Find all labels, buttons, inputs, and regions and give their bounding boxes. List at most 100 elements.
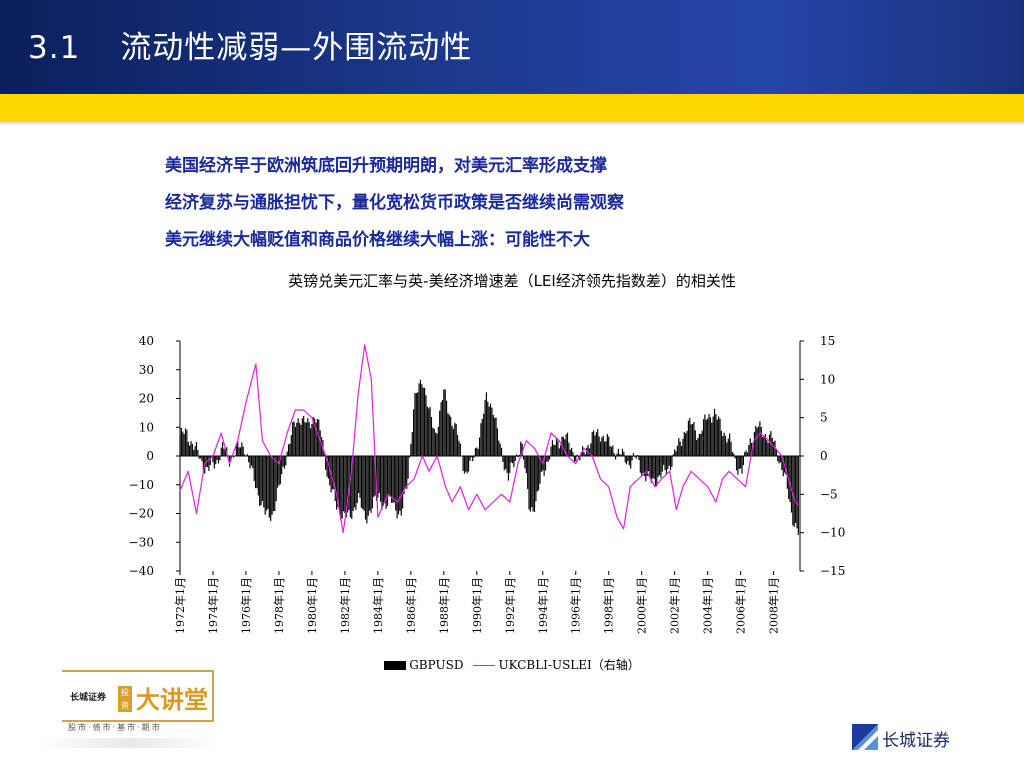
gbpusd-bar	[483, 413, 485, 456]
gbpusd-bar	[566, 432, 569, 456]
gbpusd-bar	[264, 456, 266, 515]
gbpusd-bar	[363, 456, 365, 511]
gbpusd-bar	[381, 456, 383, 510]
gbpusd-bar	[429, 407, 431, 456]
gbpusd-bar	[693, 422, 695, 456]
gbpusd-bar	[718, 416, 720, 456]
gbpusd-bar	[657, 456, 659, 477]
gbpusd-bar	[445, 400, 448, 456]
gbpusd-bar	[500, 447, 503, 456]
gbpusd-bar	[715, 414, 717, 456]
gbpusd-bar	[311, 424, 313, 456]
gbpusd-bar	[631, 456, 633, 461]
gbpusd-bar	[522, 456, 525, 460]
gbpusd-bar	[209, 456, 211, 466]
gbpusd-bar	[285, 456, 287, 466]
gbpusd-bar	[572, 452, 574, 456]
gbpusd-bar	[395, 456, 397, 511]
gbpusd-bar	[439, 410, 441, 456]
gbpusd-bar	[630, 456, 632, 469]
gbpusd-bar	[195, 441, 198, 456]
gbpusd-bar	[680, 445, 683, 456]
gbpusd-bar	[316, 419, 318, 456]
gbpusd-bar	[498, 440, 500, 456]
gbpusd-bar	[646, 456, 648, 477]
gbpusd-bar	[781, 456, 783, 470]
gbpusd-bar	[222, 442, 224, 456]
gbpusd-bar	[406, 456, 408, 489]
gbpusd-bar	[597, 429, 599, 456]
gbpusd-bar	[345, 456, 347, 518]
gbpusd-bar	[184, 428, 187, 456]
gbpusd-bar	[568, 442, 570, 456]
gbpusd-bar	[393, 456, 395, 503]
gbpusd-bar	[606, 434, 608, 456]
gbpusd-bar	[503, 456, 505, 471]
gbpusd-bar	[652, 456, 654, 479]
gbpusd-bar	[547, 456, 549, 462]
gbpusd-bar	[795, 456, 797, 523]
gbpusd-bar	[535, 456, 537, 502]
gbpusd-bar	[790, 456, 793, 513]
gbpusd-bar	[627, 456, 629, 462]
gbpusd-bar	[551, 440, 553, 456]
gbpusd-bar	[788, 456, 790, 499]
gbpusd-bar	[314, 418, 316, 456]
gbpusd-bar	[216, 456, 218, 461]
x-tick-label: 1976年1月	[239, 577, 253, 634]
gbpusd-bar	[797, 456, 799, 536]
x-tick-label: 1982年1月	[338, 577, 352, 634]
gbpusd-bar	[701, 430, 703, 456]
gbpusd-bar	[202, 456, 204, 472]
gbpusd-bar	[418, 383, 420, 456]
gbpusd-bar	[668, 456, 670, 466]
gbpusd-bar	[212, 456, 214, 463]
gbpusd-bar	[779, 456, 782, 463]
gbpusd-bar	[348, 456, 350, 511]
gbpusd-bar	[480, 423, 482, 456]
gbpusd-bar	[619, 453, 621, 456]
bullet-2: 经济复苏与通胀担忧下，量化宽松货币政策是否继续尚需观察	[165, 193, 624, 213]
gbpusd-bar	[749, 438, 751, 456]
gbpusd-bar	[539, 456, 541, 484]
gbpusd-bar	[278, 456, 280, 486]
gbpusd-bar	[415, 393, 417, 456]
gbpusd-bar	[705, 419, 707, 456]
gbpusd-bar	[392, 456, 394, 503]
gbpusd-bar	[713, 408, 716, 456]
gbpusd-bar	[742, 456, 744, 466]
gbpusd-bar	[550, 446, 552, 456]
gbpusd-bar	[762, 436, 764, 456]
gbpusd-bar	[656, 456, 658, 487]
gbpusd-bar	[208, 456, 210, 471]
gbpusd-bar	[254, 456, 257, 489]
gbpusd-bar	[351, 456, 353, 519]
gbpusd-bar	[286, 451, 288, 456]
x-tick-label: 1986年1月	[404, 577, 418, 634]
gbpusd-bar	[509, 456, 511, 474]
gbpusd-bar	[215, 456, 217, 465]
gbpusd-bar	[455, 423, 457, 456]
gbpusd-bar	[605, 441, 607, 456]
gbpusd-bar	[342, 456, 345, 512]
gbpusd-bar	[587, 444, 589, 456]
gbpusd-bar	[538, 456, 540, 491]
gbpusd-bar	[477, 448, 479, 456]
gbpusd-bar	[763, 436, 765, 456]
gbpusd-bar	[768, 434, 771, 456]
gbpusd-bar	[700, 433, 702, 456]
gbpusd-bar	[558, 448, 560, 456]
gbpusd-bar	[527, 456, 529, 490]
gbpusd-bar	[609, 445, 611, 456]
x-tick-label: 2000年1月	[635, 577, 649, 634]
gbpusd-bar	[436, 433, 438, 456]
gbpusd-bar	[458, 440, 460, 456]
gbpusd-bar	[386, 456, 389, 507]
x-tick-label: 1988年1月	[437, 577, 451, 634]
gbpusd-bar	[653, 456, 655, 479]
gbpusd-bar	[327, 456, 329, 479]
bullet-list: 美国经济早于欧洲筑底回升预期明朗，对美元汇率形成支撑 经济复苏与通胀担忧下，量化…	[165, 148, 624, 259]
gbpusd-bar	[242, 446, 244, 456]
gbpusd-bar	[773, 441, 775, 456]
legend-gbpusd: GBPUSD	[409, 658, 464, 672]
